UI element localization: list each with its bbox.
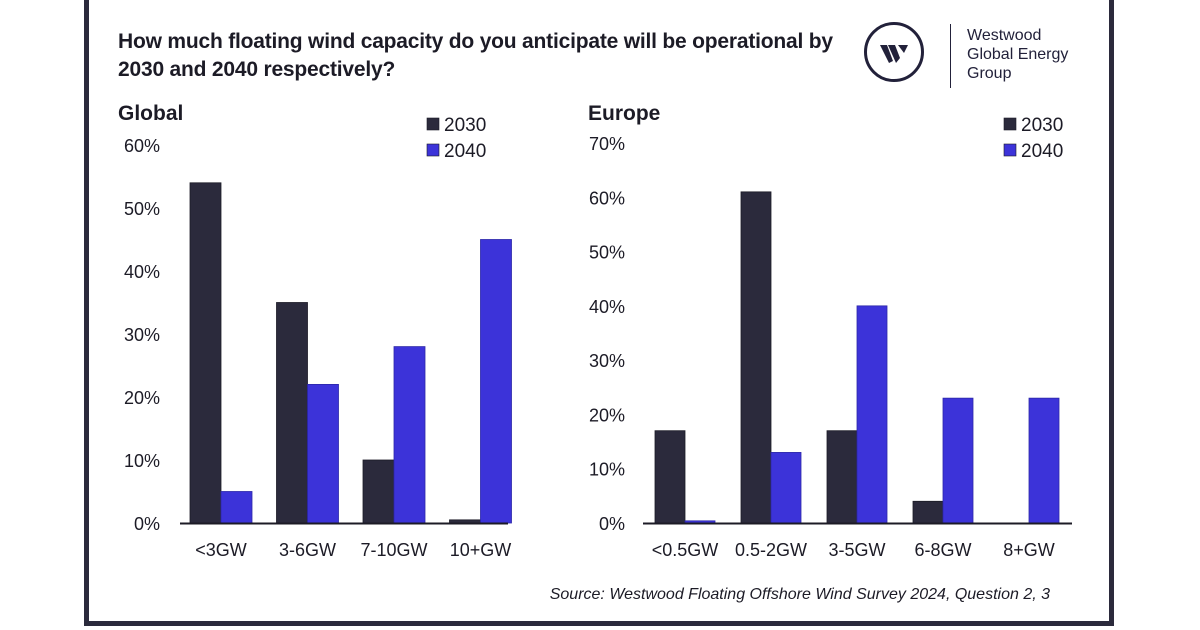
logo-line-1: Westwood <box>967 27 1042 44</box>
europe-y-tick-label: 40% <box>589 297 625 317</box>
global-y-tick-label: 60% <box>124 136 160 156</box>
europe-bar-2040 <box>942 397 974 524</box>
europe-bar-2030 <box>654 430 686 524</box>
europe-y-tick-label: 70% <box>589 134 625 154</box>
global-bar-2040 <box>220 491 253 524</box>
global-x-tick-label: 10+GW <box>450 540 512 560</box>
logo-line-2: Global Energy <box>967 46 1069 63</box>
europe-y-tick-label: 20% <box>589 405 625 425</box>
global-x-tick-label: 3-6GW <box>279 540 336 560</box>
global-y-tick-label: 30% <box>124 325 160 345</box>
chart-title: How much floating wind capacity do you a… <box>118 30 833 81</box>
europe-y-tick-label: 30% <box>589 351 625 371</box>
global-chart-title: Global <box>118 102 183 125</box>
europe-bar-2040 <box>1028 397 1060 524</box>
global-x-tick-label: 7-10GW <box>360 540 427 560</box>
global-y-tick-label: 40% <box>124 262 160 282</box>
westwood-w-logo-icon <box>864 22 924 82</box>
europe-bar-2030 <box>826 430 858 524</box>
logo-text: Westwood Global Energy Group <box>967 26 1068 83</box>
global-bar-2040 <box>393 346 426 524</box>
europe-legend-label-2030: 2030 <box>1021 115 1063 136</box>
global-bar-2030 <box>362 459 395 524</box>
global-x-tick-label: <3GW <box>195 540 247 560</box>
global-bar-2040 <box>480 239 512 524</box>
westwood-logo: Westwood Global Energy Group <box>864 22 1104 90</box>
global-y-tick-label: 50% <box>124 199 160 219</box>
europe-legend-label-2040: 2040 <box>1021 141 1063 162</box>
europe-y-tick-label: 50% <box>589 243 625 263</box>
logo-divider <box>950 24 951 88</box>
global-legend-label-2030: 2030 <box>444 115 486 136</box>
europe-x-tick-label: 8+GW <box>1003 540 1055 560</box>
europe-bar-2040 <box>770 452 802 524</box>
europe-x-tick-label: <0.5GW <box>652 540 719 560</box>
global-legend-swatch-2040 <box>426 143 440 157</box>
global-legend-label-2040: 2040 <box>444 141 486 162</box>
europe-bar-2030 <box>740 191 772 524</box>
global-bar-2040 <box>307 383 339 524</box>
europe-bar-2030 <box>912 500 944 524</box>
global-y-tick-label: 0% <box>134 514 160 534</box>
logo-line-3: Group <box>967 65 1012 82</box>
europe-chart-title: Europe <box>588 102 660 125</box>
europe-legend-swatch-2030 <box>1003 117 1017 131</box>
europe-y-tick-label: 60% <box>589 188 625 208</box>
global-y-tick-label: 20% <box>124 388 160 408</box>
global-legend-swatch-2030 <box>426 117 440 131</box>
global-bar-2030 <box>276 302 308 524</box>
global-bar-2030 <box>189 182 222 524</box>
source-note: Source: Westwood Floating Offshore Wind … <box>549 586 1050 603</box>
europe-x-tick-label: 6-8GW <box>914 540 971 560</box>
europe-x-tick-label: 0.5-2GW <box>735 540 807 560</box>
europe-x-tick-label: 3-5GW <box>828 540 885 560</box>
europe-legend-swatch-2040 <box>1003 143 1017 157</box>
europe-y-tick-label: 0% <box>599 514 625 534</box>
europe-y-tick-label: 10% <box>589 460 625 480</box>
global-y-tick-label: 10% <box>124 451 160 471</box>
europe-bar-2040 <box>856 305 888 524</box>
